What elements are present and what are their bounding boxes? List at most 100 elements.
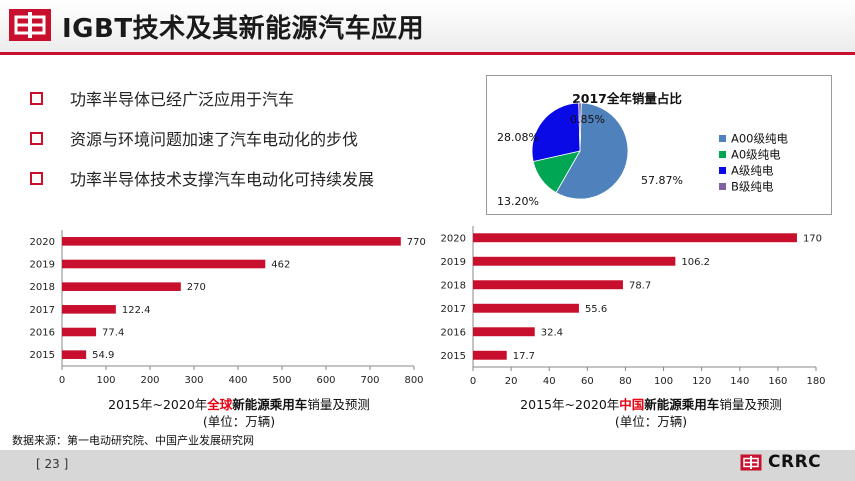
china-chart-unit: (单位：万辆) [614, 414, 688, 429]
global-chart-caption: 2015年~2020年全球新能源乘用车销量及预测 [64, 394, 414, 413]
bar [62, 259, 266, 269]
data-label: 78.7 [629, 280, 651, 291]
x-tick-label: 100 [654, 376, 673, 384]
category-label: 2020 [30, 237, 55, 248]
bar [473, 256, 676, 266]
bullet-text: 资源与环境问题加速了汽车电动化的步伐 [70, 130, 359, 149]
legend-label: A级纯电 [731, 164, 774, 178]
square-bullet-icon [30, 91, 43, 105]
pie-data-label: 57.87% [641, 174, 683, 187]
global-sales-bar-chart: 0 100 200 300 400 500 600 700 800 2015 54.9 2016 77.… [30, 230, 426, 386]
bar [62, 282, 181, 291]
data-label: 54.9 [92, 350, 114, 361]
bar [473, 303, 579, 313]
bullet-item: 功率半导体技术支撑汽车电动化可持续发展 [30, 166, 374, 190]
data-label: 270 [187, 282, 206, 293]
category-label: 2020 [441, 233, 466, 244]
caption-highlight: 中国 [619, 397, 645, 412]
x-tick-label: 400 [228, 375, 247, 386]
x-tick-label: 200 [140, 375, 159, 386]
data-source: 数据来源：第一电动研究院、中国产业发展研究网 [12, 434, 254, 447]
data-label: 77.4 [102, 328, 124, 339]
bullet-text: 功率半导体技术支撑汽车电动化可持续发展 [70, 170, 375, 189]
data-label: 32.4 [541, 327, 563, 338]
crrc-logo-icon [9, 9, 51, 41]
bullet-text: 功率半导体已经广泛应用于汽车 [70, 90, 295, 109]
x-tick-label: 80 [619, 376, 632, 384]
caption-prefix: 2015年~2020年 [520, 397, 620, 412]
bar [62, 350, 87, 359]
x-tick-label: 20 [505, 376, 518, 384]
x-tick-label: 800 [404, 375, 423, 386]
caption-highlight: 全球 [207, 397, 233, 412]
category-label: 2019 [30, 260, 55, 271]
legend-swatch [719, 135, 726, 142]
brand-name: CRRC [768, 452, 822, 472]
footer-brand: CRRC [740, 452, 821, 472]
x-tick-label: 160 [768, 376, 787, 384]
bullet-item: 资源与环境问题加速了汽车电动化的步伐 [30, 126, 358, 150]
bar [62, 237, 401, 246]
crrc-logo-icon [740, 454, 762, 470]
caption-subject: 新能源乘用车 [232, 397, 308, 412]
bullet-item: 功率半导体已经广泛应用于汽车 [30, 86, 294, 110]
square-bullet-icon [30, 131, 43, 145]
category-label: 2015 [441, 351, 466, 362]
category-label: 2018 [441, 280, 466, 291]
category-label: 2015 [30, 350, 55, 361]
data-label: 122.4 [122, 305, 151, 316]
footer-bar [0, 450, 855, 481]
pie-slice [578, 102, 582, 152]
data-label: 17.7 [513, 351, 535, 362]
bar [62, 305, 116, 314]
bar [473, 350, 507, 360]
legend-label: B级纯电 [731, 180, 774, 194]
x-tick-label: 0 [59, 375, 65, 386]
legend-label: A00级纯电 [731, 132, 789, 146]
legend-swatch [719, 167, 726, 174]
x-tick-label: 0 [470, 376, 476, 384]
pie-slice [555, 102, 629, 200]
pie-title: 2017全年销量占比 [572, 91, 682, 106]
china-chart-caption: 2015年~2020年中国新能源乘用车销量及预测 [476, 394, 826, 413]
legend-label: A0级纯电 [731, 148, 781, 162]
pie-data-label: 13.20% [497, 195, 539, 208]
category-label: 2016 [30, 328, 55, 339]
caption-suffix: 销量及预测 [307, 397, 370, 412]
pie-data-label: 28.08% [497, 131, 539, 144]
data-label: 770 [407, 237, 426, 248]
x-tick-label: 60 [581, 376, 594, 384]
data-label: 170 [803, 233, 822, 244]
x-tick-label: 180 [806, 376, 825, 384]
category-label: 2017 [30, 305, 55, 316]
data-label: 462 [271, 260, 290, 271]
x-tick-label: 300 [184, 375, 203, 386]
pie-chart-panel: 2017全年销量占比 57.87% 13.20% 28.08% 0.85% A00级纯电 A… [486, 75, 832, 215]
caption-subject: 新能源乘用车 [644, 397, 720, 412]
bar [473, 327, 535, 337]
bar [62, 327, 97, 337]
bar [473, 280, 623, 290]
category-label: 2017 [441, 304, 466, 315]
page-number: [ 23 ] [36, 457, 69, 471]
x-tick-label: 600 [316, 375, 335, 386]
caption-suffix: 销量及预测 [719, 397, 782, 412]
global-chart-unit: (单位：万辆) [202, 414, 276, 429]
china-sales-bar-chart: 0 20 40 60 80 100 120 140 160 180 2015 17.7 2016 32.4… [441, 226, 826, 384]
category-label: 2018 [30, 282, 55, 293]
category-label: 2019 [441, 257, 466, 268]
x-tick-label: 140 [730, 376, 749, 384]
page-title: IGBT技术及其新能源汽车应用 [62, 14, 425, 44]
caption-prefix: 2015年~2020年 [108, 397, 208, 412]
x-tick-label: 100 [96, 375, 115, 386]
legend-swatch [719, 151, 726, 158]
x-tick-label: 120 [692, 376, 711, 384]
x-tick-label: 40 [543, 376, 556, 384]
category-label: 2016 [441, 327, 466, 338]
header-divider [0, 52, 855, 55]
data-label: 55.6 [585, 304, 607, 315]
legend-swatch [719, 183, 726, 190]
pie-data-label: 0.85% [570, 113, 605, 126]
square-bullet-icon [30, 171, 43, 185]
data-label: 106.2 [681, 257, 710, 268]
